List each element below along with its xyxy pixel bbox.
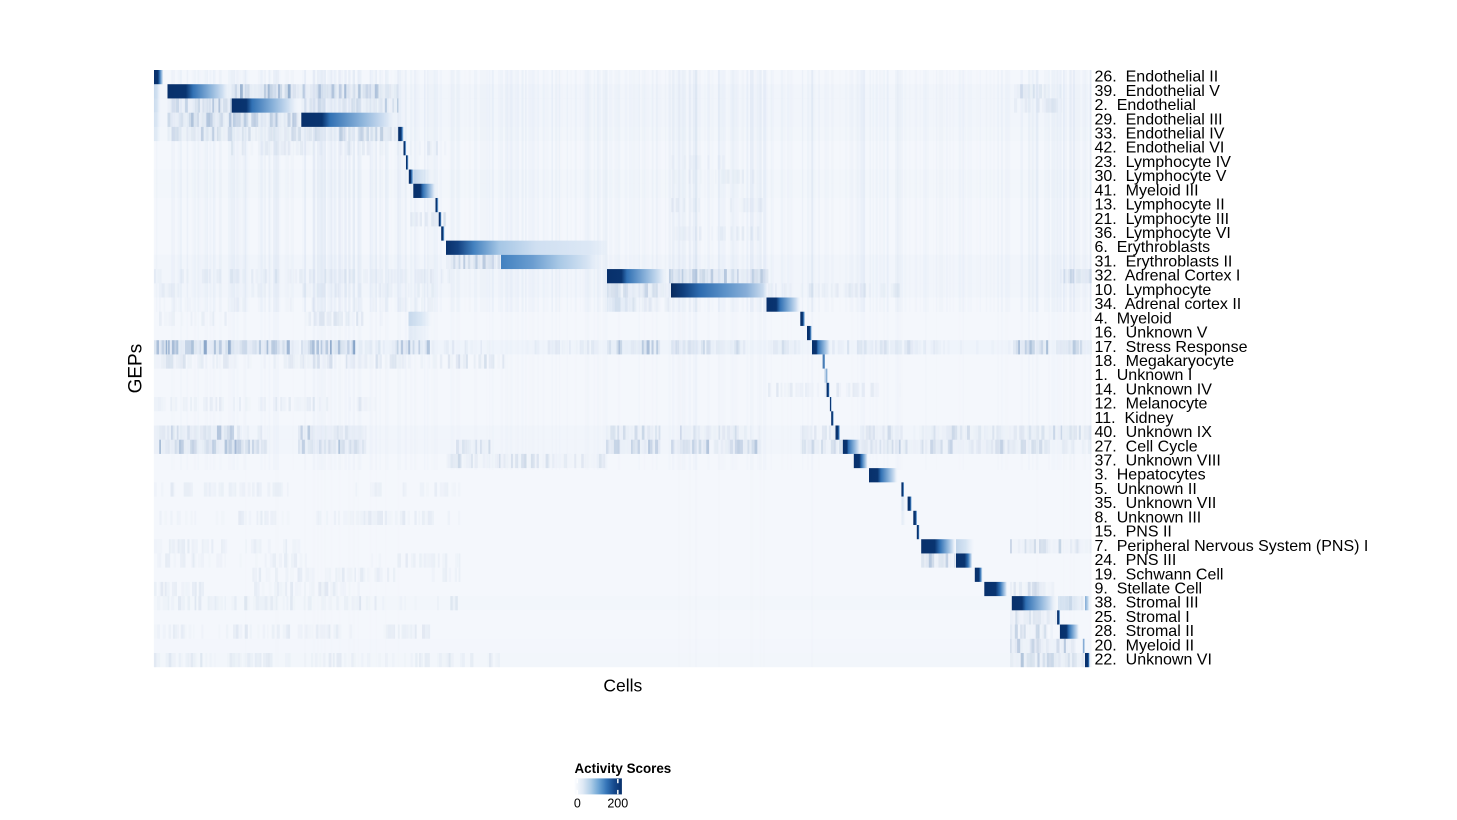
svg-text:0: 0 [574, 797, 581, 811]
svg-text:Activity Scores: Activity Scores [575, 761, 672, 776]
svg-text:Cells: Cells [603, 676, 642, 696]
svg-text:22. Unknown VI: 22. Unknown VI [1095, 652, 1212, 669]
svg-text:200: 200 [607, 797, 628, 811]
svg-text:GEPs: GEPs [126, 344, 147, 394]
